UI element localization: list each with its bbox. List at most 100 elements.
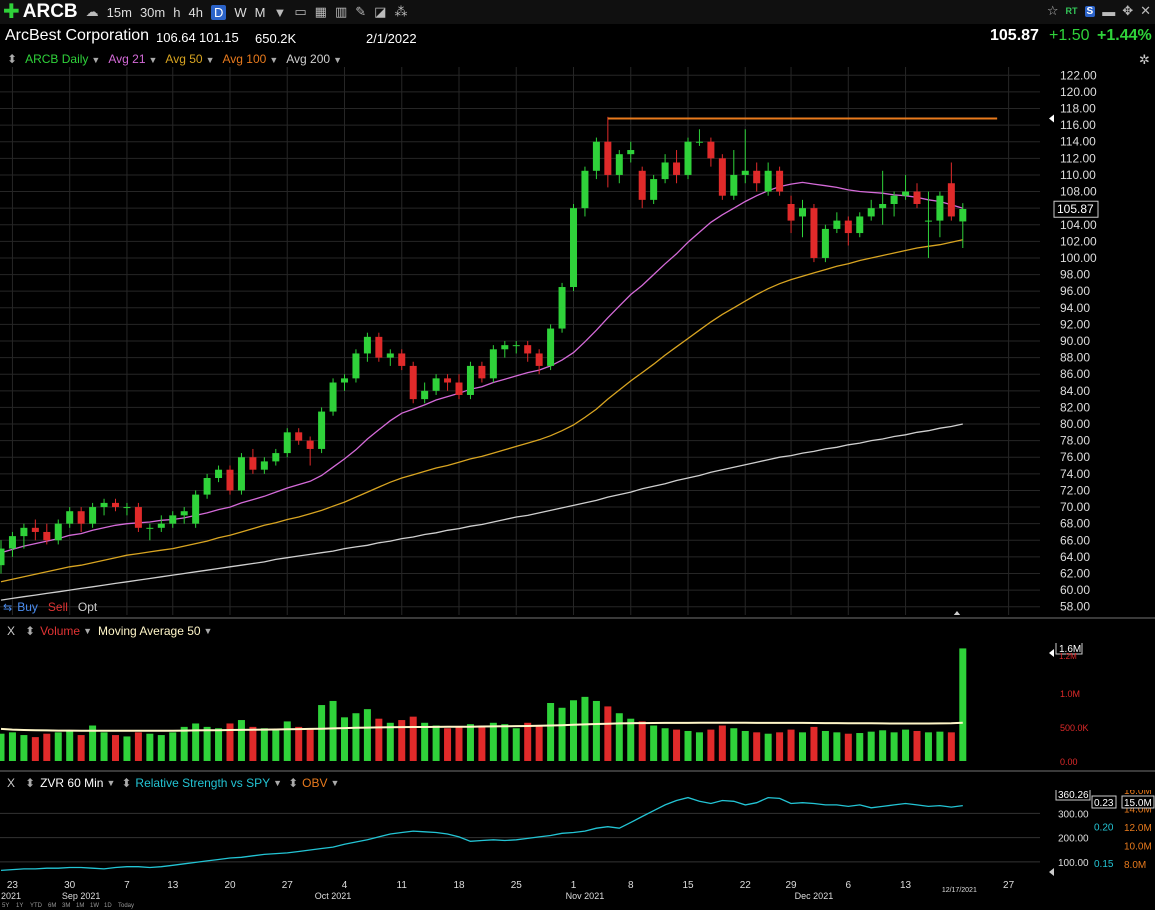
timeframe-30m[interactable]: 30m xyxy=(139,4,166,20)
panel-divider[interactable] xyxy=(0,770,1155,772)
last-price-label: 105.87 xyxy=(1057,202,1094,216)
volume-bar xyxy=(0,733,5,761)
volume-bar xyxy=(592,700,600,761)
volume-bar xyxy=(8,732,16,761)
toolbar-right: ☆ RT S ▬ ✥ ✕ xyxy=(1047,3,1151,19)
dash-icon[interactable]: ▬ xyxy=(1102,3,1116,19)
overlay: 105.87 xyxy=(607,114,1099,615)
add-symbol-icon[interactable]: ✚ xyxy=(3,1,20,23)
candle-body xyxy=(879,204,887,209)
chevron-down-icon[interactable]: ▼ xyxy=(148,55,158,65)
candle-body xyxy=(489,349,497,379)
reorder-icon[interactable]: ⬍ xyxy=(121,776,132,790)
scroll-up-icon xyxy=(953,611,961,615)
candle-body xyxy=(283,432,291,454)
range-button[interactable]: YTD xyxy=(30,903,43,909)
date-tick-label: 22 xyxy=(740,880,752,891)
reorder-icon[interactable]: ⬍ xyxy=(25,624,36,638)
bar-chart-icon[interactable]: ▥ xyxy=(334,4,348,19)
candle-body xyxy=(512,345,520,347)
timeframe-4h[interactable]: 4h xyxy=(188,4,203,20)
range-button[interactable]: 1W xyxy=(90,903,99,909)
volume-bar xyxy=(409,716,417,761)
volume-study-label[interactable]: Volume xyxy=(40,624,81,638)
chevron-down-icon[interactable]: ▼ xyxy=(91,55,101,65)
realtime-badge[interactable]: RT xyxy=(1065,6,1078,16)
chart-type-icon[interactable]: ▭ xyxy=(294,4,307,19)
volume-bar xyxy=(959,648,967,761)
share-icon[interactable]: ⁂ xyxy=(394,4,408,19)
obv-study-label[interactable]: OBV xyxy=(302,776,328,790)
rs-chart[interactable]: 300.00 200.00 100.00 0.20 0.15 16.0M 14.0M 12.0… xyxy=(0,790,1155,878)
price-tick-label: 118.00 xyxy=(1060,102,1096,116)
close-rs-button[interactable]: X xyxy=(7,776,16,790)
panel-divider[interactable] xyxy=(0,617,1155,619)
reorder-icon[interactable]: ⬍ xyxy=(7,52,18,66)
move-icon[interactable]: ✥ xyxy=(1122,3,1134,18)
favorite-star-icon[interactable]: ☆ xyxy=(1046,3,1059,18)
candle-body xyxy=(730,174,738,196)
candle-body xyxy=(352,353,360,379)
study-avg100[interactable]: Avg 100 ▼ xyxy=(223,52,279,66)
range-button[interactable]: 3M xyxy=(62,903,70,909)
candle-body xyxy=(169,515,177,524)
range-button[interactable]: 1M xyxy=(76,903,84,909)
chevron-down-icon[interactable]: ▼ xyxy=(106,778,116,788)
buy-button[interactable]: Buy xyxy=(17,600,38,614)
timeframe-monthly[interactable]: M xyxy=(254,4,266,20)
chevron-down-icon[interactable]: ▼ xyxy=(83,626,93,636)
timeframe-hour[interactable]: h xyxy=(173,4,181,20)
study-avg21[interactable]: Avg 21 ▼ xyxy=(108,52,157,66)
zvr-study-label[interactable]: ZVR 60 Min xyxy=(40,776,104,790)
sell-button[interactable]: Sell xyxy=(47,600,68,614)
range-button[interactable]: 5Y xyxy=(2,903,9,909)
volume-bar xyxy=(707,729,715,761)
candle-body xyxy=(31,527,39,532)
study-avg50[interactable]: Avg 50 ▼ xyxy=(165,52,214,66)
volume-bar xyxy=(913,730,921,761)
chevron-down-icon[interactable]: ▼ xyxy=(269,55,279,65)
price-tick-label: 62.00 xyxy=(1060,566,1090,580)
volume-chart[interactable]: 1.0M 500.0K 0.00 1.6M1.2M xyxy=(0,643,1155,768)
chevron-down-icon[interactable]: ▼ xyxy=(273,778,283,788)
range-button[interactable]: 1Y xyxy=(16,903,23,909)
chevron-down-icon[interactable]: ▼ xyxy=(205,55,215,65)
chevron-down-icon[interactable]: ▼ xyxy=(330,778,340,788)
draw-tool-icon[interactable]: ✎ xyxy=(355,4,367,19)
timeframe-weekly[interactable]: W xyxy=(234,4,247,20)
chevron-down-icon[interactable]: ▼ xyxy=(333,55,342,65)
trade-icon[interactable]: ⇆ xyxy=(3,601,13,614)
study-arcb-daily[interactable]: ARCB Daily ▼ xyxy=(25,52,100,66)
study-avg200[interactable]: Avg 200 ▼ xyxy=(286,52,342,66)
reorder-icon[interactable]: ⬍ xyxy=(288,776,299,790)
reorder-icon[interactable]: ⬍ xyxy=(25,776,36,790)
volume-bar xyxy=(821,730,829,761)
close-icon[interactable]: ✕ xyxy=(1140,3,1151,18)
timeframe-dropdown-icon[interactable]: ▼ xyxy=(273,4,287,20)
layout-icon[interactable]: ◪ xyxy=(374,4,387,19)
rs-study-label[interactable]: Relative Strength vs SPY xyxy=(135,776,271,790)
s-badge[interactable]: S xyxy=(1084,5,1096,17)
options-button[interactable]: Opt xyxy=(77,600,98,614)
timeframe-daily[interactable]: D xyxy=(210,4,227,20)
volume-bar xyxy=(363,709,371,761)
candle-body xyxy=(89,507,97,524)
compare-icon[interactable]: ☁ xyxy=(85,4,99,19)
date-tick-label: 4 xyxy=(342,880,348,891)
range-button[interactable]: 6M xyxy=(48,903,56,909)
symbol-input[interactable]: ARCB xyxy=(22,1,78,22)
candle-body xyxy=(363,336,371,354)
price-chart[interactable]: 58.00 60.00 62.00 64.00 66.00 68.00 70.00 72.00… xyxy=(0,67,1155,615)
timeframe-15m[interactable]: 15m xyxy=(106,4,132,20)
chevron-down-icon[interactable]: ▼ xyxy=(203,626,213,636)
rs-line xyxy=(0,796,963,872)
volume-bar xyxy=(77,735,85,761)
volume-ma-label[interactable]: Moving Average 50 xyxy=(98,624,201,638)
range-button[interactable]: Today xyxy=(118,903,134,909)
range-button[interactable]: 1D xyxy=(104,903,112,909)
settings-icon[interactable]: ✲ xyxy=(1139,52,1150,67)
indicators-icon[interactable]: ▦ xyxy=(314,4,327,19)
candle-body xyxy=(192,494,200,524)
candle-body xyxy=(615,154,623,175)
close-volume-button[interactable]: X xyxy=(7,624,16,638)
